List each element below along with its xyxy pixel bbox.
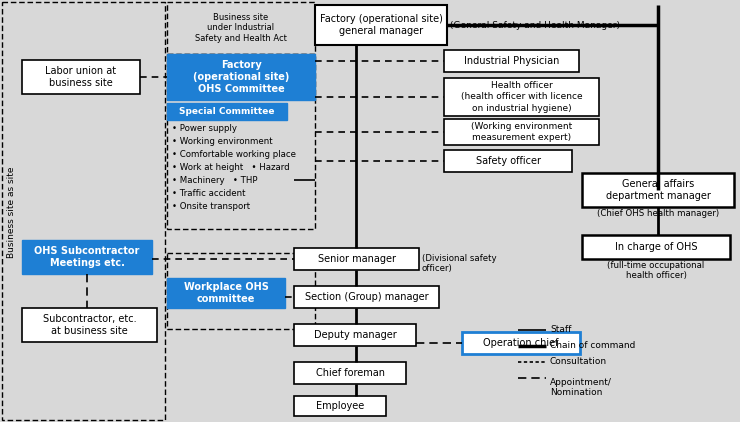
Text: Factory
(operational site)
OHS Committee: Factory (operational site) OHS Committee [193,60,289,95]
FancyBboxPatch shape [294,286,439,308]
Text: Labor union at
business site: Labor union at business site [45,66,117,88]
FancyBboxPatch shape [294,362,406,384]
Text: (Working environment
measurement expert): (Working environment measurement expert) [471,122,572,142]
Text: • Machinery   • THP: • Machinery • THP [172,176,258,185]
Text: Deputy manager: Deputy manager [314,330,397,340]
Text: Section (Group) manager: Section (Group) manager [305,292,428,302]
Text: In charge of OHS: In charge of OHS [615,242,697,252]
FancyBboxPatch shape [167,54,315,100]
Text: OHS Subcontractor
Meetings etc.: OHS Subcontractor Meetings etc. [34,246,140,268]
FancyBboxPatch shape [444,119,599,145]
FancyBboxPatch shape [294,396,386,416]
Text: Workplace OHS
committee: Workplace OHS committee [184,282,269,304]
Text: Staff: Staff [550,325,571,335]
Text: Consultation: Consultation [550,357,607,366]
Text: Factory (operational site)
general manager: Factory (operational site) general manag… [320,14,443,36]
Text: Industrial Physician: Industrial Physician [464,56,559,66]
Text: (Divisional safety
officer): (Divisional safety officer) [422,254,497,273]
Text: (Chief OHS health manager): (Chief OHS health manager) [597,209,719,218]
Text: Chain of command: Chain of command [550,341,636,351]
Text: Chief foreman: Chief foreman [315,368,385,378]
Text: • Power supply: • Power supply [172,124,237,133]
FancyBboxPatch shape [2,2,165,420]
Text: Operation chief: Operation chief [483,338,559,348]
Text: • Working environment: • Working environment [172,137,272,146]
FancyBboxPatch shape [444,50,579,72]
Text: Health officer
(health officer with licence
on industrial hygiene): Health officer (health officer with lice… [461,81,582,113]
FancyBboxPatch shape [167,2,315,54]
FancyBboxPatch shape [315,5,447,45]
Text: • Onsite transport: • Onsite transport [172,202,250,211]
FancyBboxPatch shape [22,308,157,342]
Text: Appointment/
Nomination: Appointment/ Nomination [550,378,612,398]
Text: General affairs
department manager: General affairs department manager [605,179,710,201]
Text: • Comfortable working place: • Comfortable working place [172,150,296,159]
FancyBboxPatch shape [22,60,140,94]
FancyBboxPatch shape [462,332,580,354]
FancyBboxPatch shape [167,278,285,308]
Text: • Traffic accident: • Traffic accident [172,189,246,198]
Text: Safety officer: Safety officer [476,156,540,166]
FancyBboxPatch shape [294,324,416,346]
Text: (full-time occupational
health officer): (full-time occupational health officer) [608,261,704,280]
Text: Senior manager: Senior manager [317,254,395,264]
FancyBboxPatch shape [294,248,419,270]
Text: Employee: Employee [316,401,364,411]
FancyBboxPatch shape [582,235,730,259]
Text: Special Committee: Special Committee [179,107,275,116]
FancyBboxPatch shape [167,103,287,120]
FancyBboxPatch shape [582,173,734,207]
Text: Subcontractor, etc.
at business site: Subcontractor, etc. at business site [43,314,136,336]
Text: Business site
under Industrial
Safety and Health Act: Business site under Industrial Safety an… [195,13,287,43]
Text: Business site as site: Business site as site [7,166,16,258]
Text: • Work at height   • Hazard: • Work at height • Hazard [172,163,289,172]
FancyBboxPatch shape [444,78,599,116]
Text: (General Safety and Health Manager): (General Safety and Health Manager) [450,21,620,30]
FancyBboxPatch shape [444,150,572,172]
FancyBboxPatch shape [22,240,152,274]
